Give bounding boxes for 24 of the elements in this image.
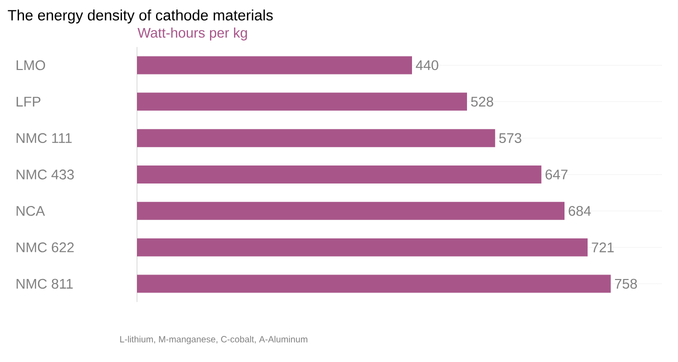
y-tick-label: NMC 433 xyxy=(16,170,74,180)
data-label: 440 xyxy=(416,60,438,70)
data-label: 684 xyxy=(568,206,591,216)
bar xyxy=(137,202,565,220)
data-label: 573 xyxy=(499,133,522,144)
y-tick-label: NMC 622 xyxy=(16,242,74,252)
data-label: 647 xyxy=(546,170,568,180)
y-tick-label: NCA xyxy=(16,206,45,216)
text: L-lithium, M-manganese, C-cobalt, A-Aluminum xyxy=(120,336,308,344)
chart-title: The energy density of cathode materials xyxy=(8,10,273,24)
bar xyxy=(137,56,412,74)
bar xyxy=(137,129,496,148)
y-tick-label: NMC 111 xyxy=(16,133,72,144)
bar xyxy=(137,166,542,184)
data-label: 528 xyxy=(471,96,494,107)
y-tick-label: NMC 811 xyxy=(16,278,73,289)
y-tick-label: LMO xyxy=(16,60,46,70)
x-axis-title: Watt-hours per kg xyxy=(138,27,247,40)
bar xyxy=(137,238,588,256)
data-label: 721 xyxy=(592,242,614,252)
data-label: 758 xyxy=(614,278,637,289)
bar xyxy=(137,92,468,111)
bar xyxy=(137,274,611,293)
y-tick-label: LFP xyxy=(16,96,40,106)
